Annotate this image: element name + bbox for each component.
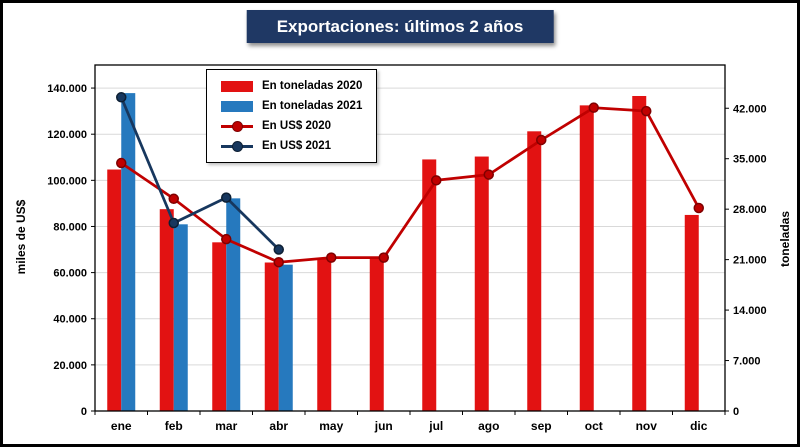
bar-jul [422, 159, 437, 411]
bar-oct [579, 105, 594, 411]
line-path [120, 106, 701, 264]
bar-mar [212, 242, 227, 411]
x-label-dic: dic [690, 419, 708, 433]
right-axis-ticks: 0 7.000 14.000 21.000 28.000 35.000 42.000 [725, 103, 767, 418]
left-tick-label: 140.000 [47, 83, 87, 95]
right-tick-label: 0 [733, 406, 739, 418]
x-label-mar: mar [215, 419, 237, 433]
right-tick-label: 7.000 [733, 356, 761, 368]
marker-mar [221, 233, 232, 245]
marker-feb [168, 193, 179, 205]
x-label-ene: ene [111, 419, 132, 433]
line-path [120, 96, 280, 251]
bars-en-toneladas-2020 [107, 95, 699, 412]
left-axis-title: miles de US$ [14, 199, 28, 275]
bars-en-toneladas-2021 [121, 93, 293, 412]
marker-may [326, 252, 337, 263]
bar-ene [107, 169, 122, 411]
left-tick-label: 80.000 [53, 221, 87, 233]
marker-oct [588, 102, 599, 113]
legend-bar-swatch-icon [221, 100, 253, 112]
line-en-us$-2020 [116, 102, 704, 268]
x-label-jul: jul [428, 419, 443, 433]
legend-label: En US$ 2021 [262, 140, 332, 152]
plot-area-border [94, 64, 726, 412]
bar-sep [527, 131, 542, 412]
bar-feb [173, 224, 188, 411]
x-label-feb: feb [165, 419, 183, 433]
chart-title: Exportaciones: últimos 2 años [246, 10, 554, 43]
left-tick-label: 0 [81, 406, 87, 418]
legend-bar-swatch-icon [221, 80, 253, 92]
marker-feb [168, 217, 179, 229]
marker-ene [116, 92, 127, 103]
legend: En toneladas 2020 En toneladas 2021 En US$… [206, 69, 378, 163]
right-tick-label: 14.000 [733, 305, 767, 317]
marker-ago [483, 169, 494, 180]
x-label-may: may [319, 419, 343, 433]
marker-abr [273, 256, 284, 268]
bar-dic [684, 214, 699, 411]
legend-item: En toneladas 2021 [221, 100, 362, 112]
marker-jun [378, 252, 389, 263]
legend-item: En toneladas 2020 [221, 80, 362, 92]
marker-nov [641, 105, 652, 117]
marker-ene [116, 157, 127, 169]
legend-item: En US$ 2020 [221, 120, 362, 132]
right-tick-label: 28.000 [733, 204, 767, 216]
x-axis-labels: ene feb mar abr may jun jul ago sep oct nov dic [94, 411, 726, 433]
marker-mar [221, 192, 232, 203]
line-en-us$-2021 [116, 92, 284, 255]
x-label-abr: abr [269, 419, 288, 433]
bar-jun [369, 257, 384, 411]
marker-dic [693, 202, 704, 214]
bar-mar [226, 198, 241, 411]
x-label-oct: oct [585, 419, 603, 433]
left-tick-label: 120.000 [47, 129, 87, 141]
legend-item: En US$ 2021 [221, 140, 362, 152]
marker-sep [536, 134, 547, 146]
x-label-nov: nov [636, 419, 658, 433]
gridlines [95, 87, 725, 366]
bar-may [317, 258, 332, 411]
bar-feb [159, 209, 174, 411]
left-tick-label: 20.000 [53, 360, 87, 372]
bar-ago [474, 156, 489, 411]
bar-ene [121, 93, 136, 412]
x-label-jun: jun [374, 419, 393, 433]
legend-line-swatch-icon [221, 120, 253, 132]
legend-label: En toneladas 2021 [262, 100, 363, 112]
legend-label: En toneladas 2020 [262, 80, 363, 92]
legend-label: En US$ 2020 [262, 120, 332, 132]
left-axis-ticks: 0 20.000 40.000 60.000 80.000 100.000 120.000 1… [47, 83, 95, 418]
left-tick-label: 40.000 [53, 314, 87, 326]
bar-nov [632, 95, 647, 411]
left-tick-label: 60.000 [53, 268, 87, 280]
marker-jul [431, 175, 442, 186]
right-axis-title: toneladas [778, 211, 792, 268]
bar-abr [278, 264, 293, 411]
legend-line-swatch-icon [221, 140, 253, 152]
bar-abr [264, 262, 279, 411]
left-tick-label: 100.000 [47, 175, 87, 187]
right-tick-label: 42.000 [733, 103, 767, 115]
right-tick-label: 21.000 [733, 255, 767, 267]
marker-abr [273, 244, 284, 255]
chart-title-text: Exportaciones: últimos 2 años [276, 17, 524, 36]
chart-canvas: 0 20.000 40.000 60.000 80.000 100.000 120.000 1… [47, 64, 767, 433]
x-label-ago: ago [478, 419, 499, 433]
x-label-sep: sep [531, 419, 552, 433]
right-tick-label: 35.000 [733, 154, 767, 166]
